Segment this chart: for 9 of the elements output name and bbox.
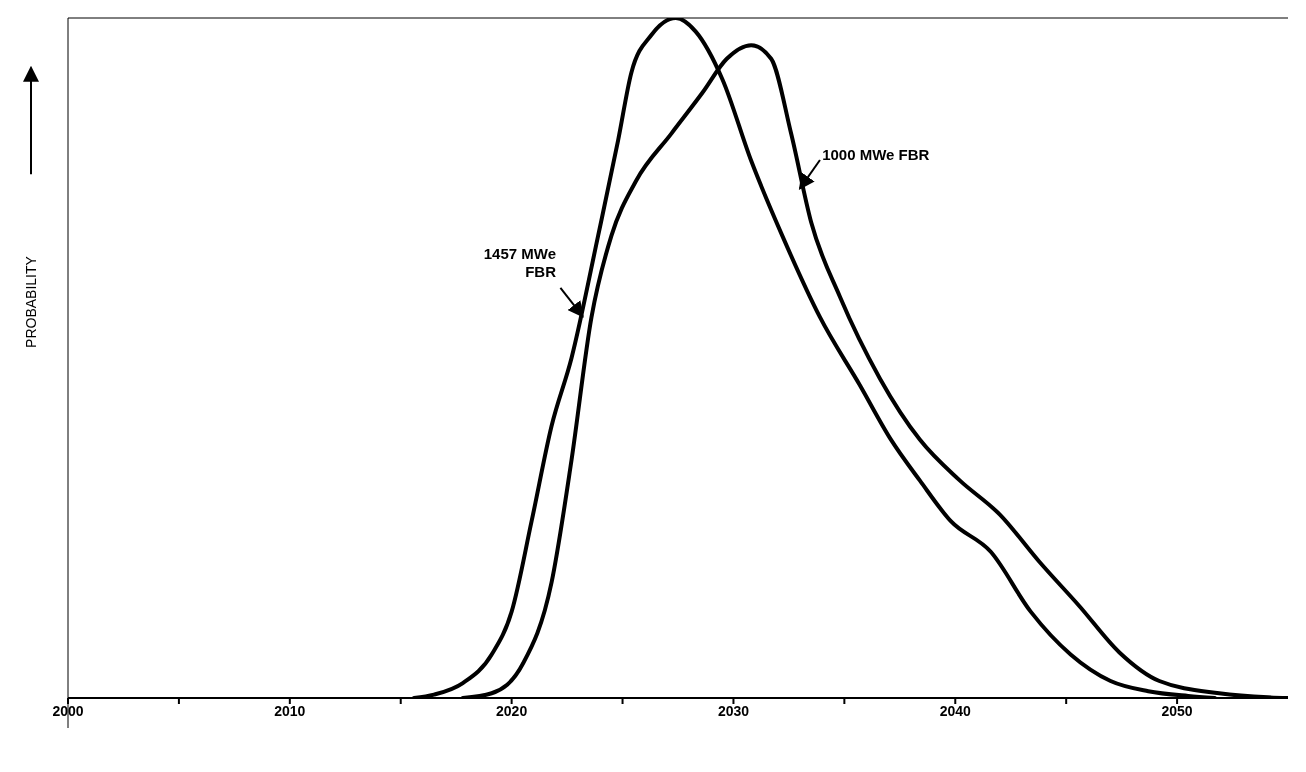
y-axis-title: PROBABILITY	[23, 255, 39, 348]
x-tick-label: 2050	[1161, 702, 1193, 719]
x-tick-label: 2030	[717, 702, 750, 719]
x-tick-label: 2020	[496, 702, 528, 719]
x-tick-label: 2010	[274, 702, 306, 719]
text: 1457 MWe FBR	[483, 245, 557, 281]
series-label: 1000 MWe FBR	[822, 146, 930, 163]
x-tick-label: 2040	[939, 702, 972, 719]
x-tick-label: 2000	[52, 702, 84, 719]
